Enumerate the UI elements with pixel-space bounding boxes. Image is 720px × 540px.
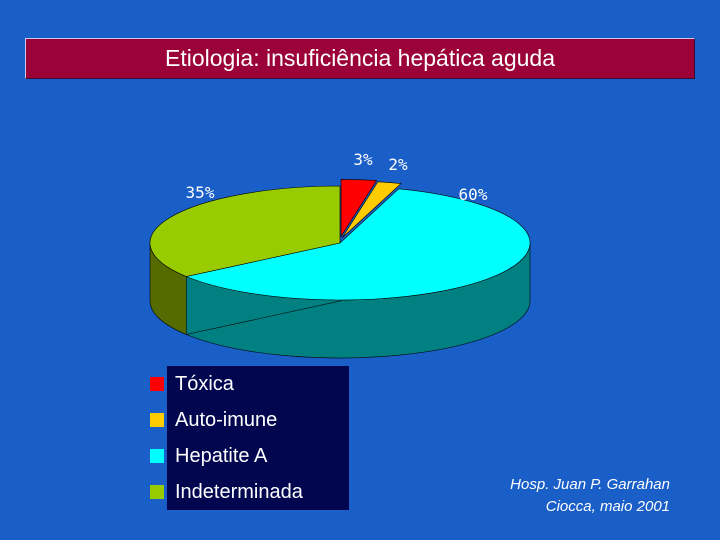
legend-item: Hepatite A (150, 441, 267, 471)
pie-slice-0 (340, 179, 378, 238)
pie-slice-2 (185, 188, 531, 301)
pie-slice-1 (341, 181, 402, 238)
source-line-2: Ciocca, maio 2001 (545, 498, 670, 515)
legend-item: Auto-imune (150, 405, 277, 435)
legend-swatch (150, 413, 164, 427)
legend-item: Indeterminada (150, 477, 303, 507)
legend-label: Tóxica (175, 372, 234, 395)
legend-label: Indeterminada (175, 480, 303, 503)
chart-title: Etiologia: insuficiência hepática aguda (165, 45, 555, 71)
pie-slice-3 (149, 185, 341, 277)
pie-label-0: 3% (353, 150, 373, 169)
pie-label-2: 60% (459, 185, 488, 204)
pie-label-3: 35% (186, 183, 215, 202)
pie-label-1: 2% (388, 155, 408, 174)
legend-swatch (150, 449, 164, 463)
legend-panel (167, 366, 349, 510)
source-note: Hosp. Juan P. Garrahan Ciocca, maio 2001 (410, 474, 670, 518)
legend-label: Auto-imune (175, 408, 278, 431)
legend-swatch (150, 485, 164, 499)
source-line-1: Hosp. Juan P. Garrahan (510, 476, 670, 493)
legend-label: Hepatite A (175, 444, 268, 467)
title-bar: Etiologia: insuficiência hepática aguda (25, 38, 695, 79)
legend-swatch (150, 377, 164, 391)
legend-item: Tóxica (150, 369, 234, 399)
